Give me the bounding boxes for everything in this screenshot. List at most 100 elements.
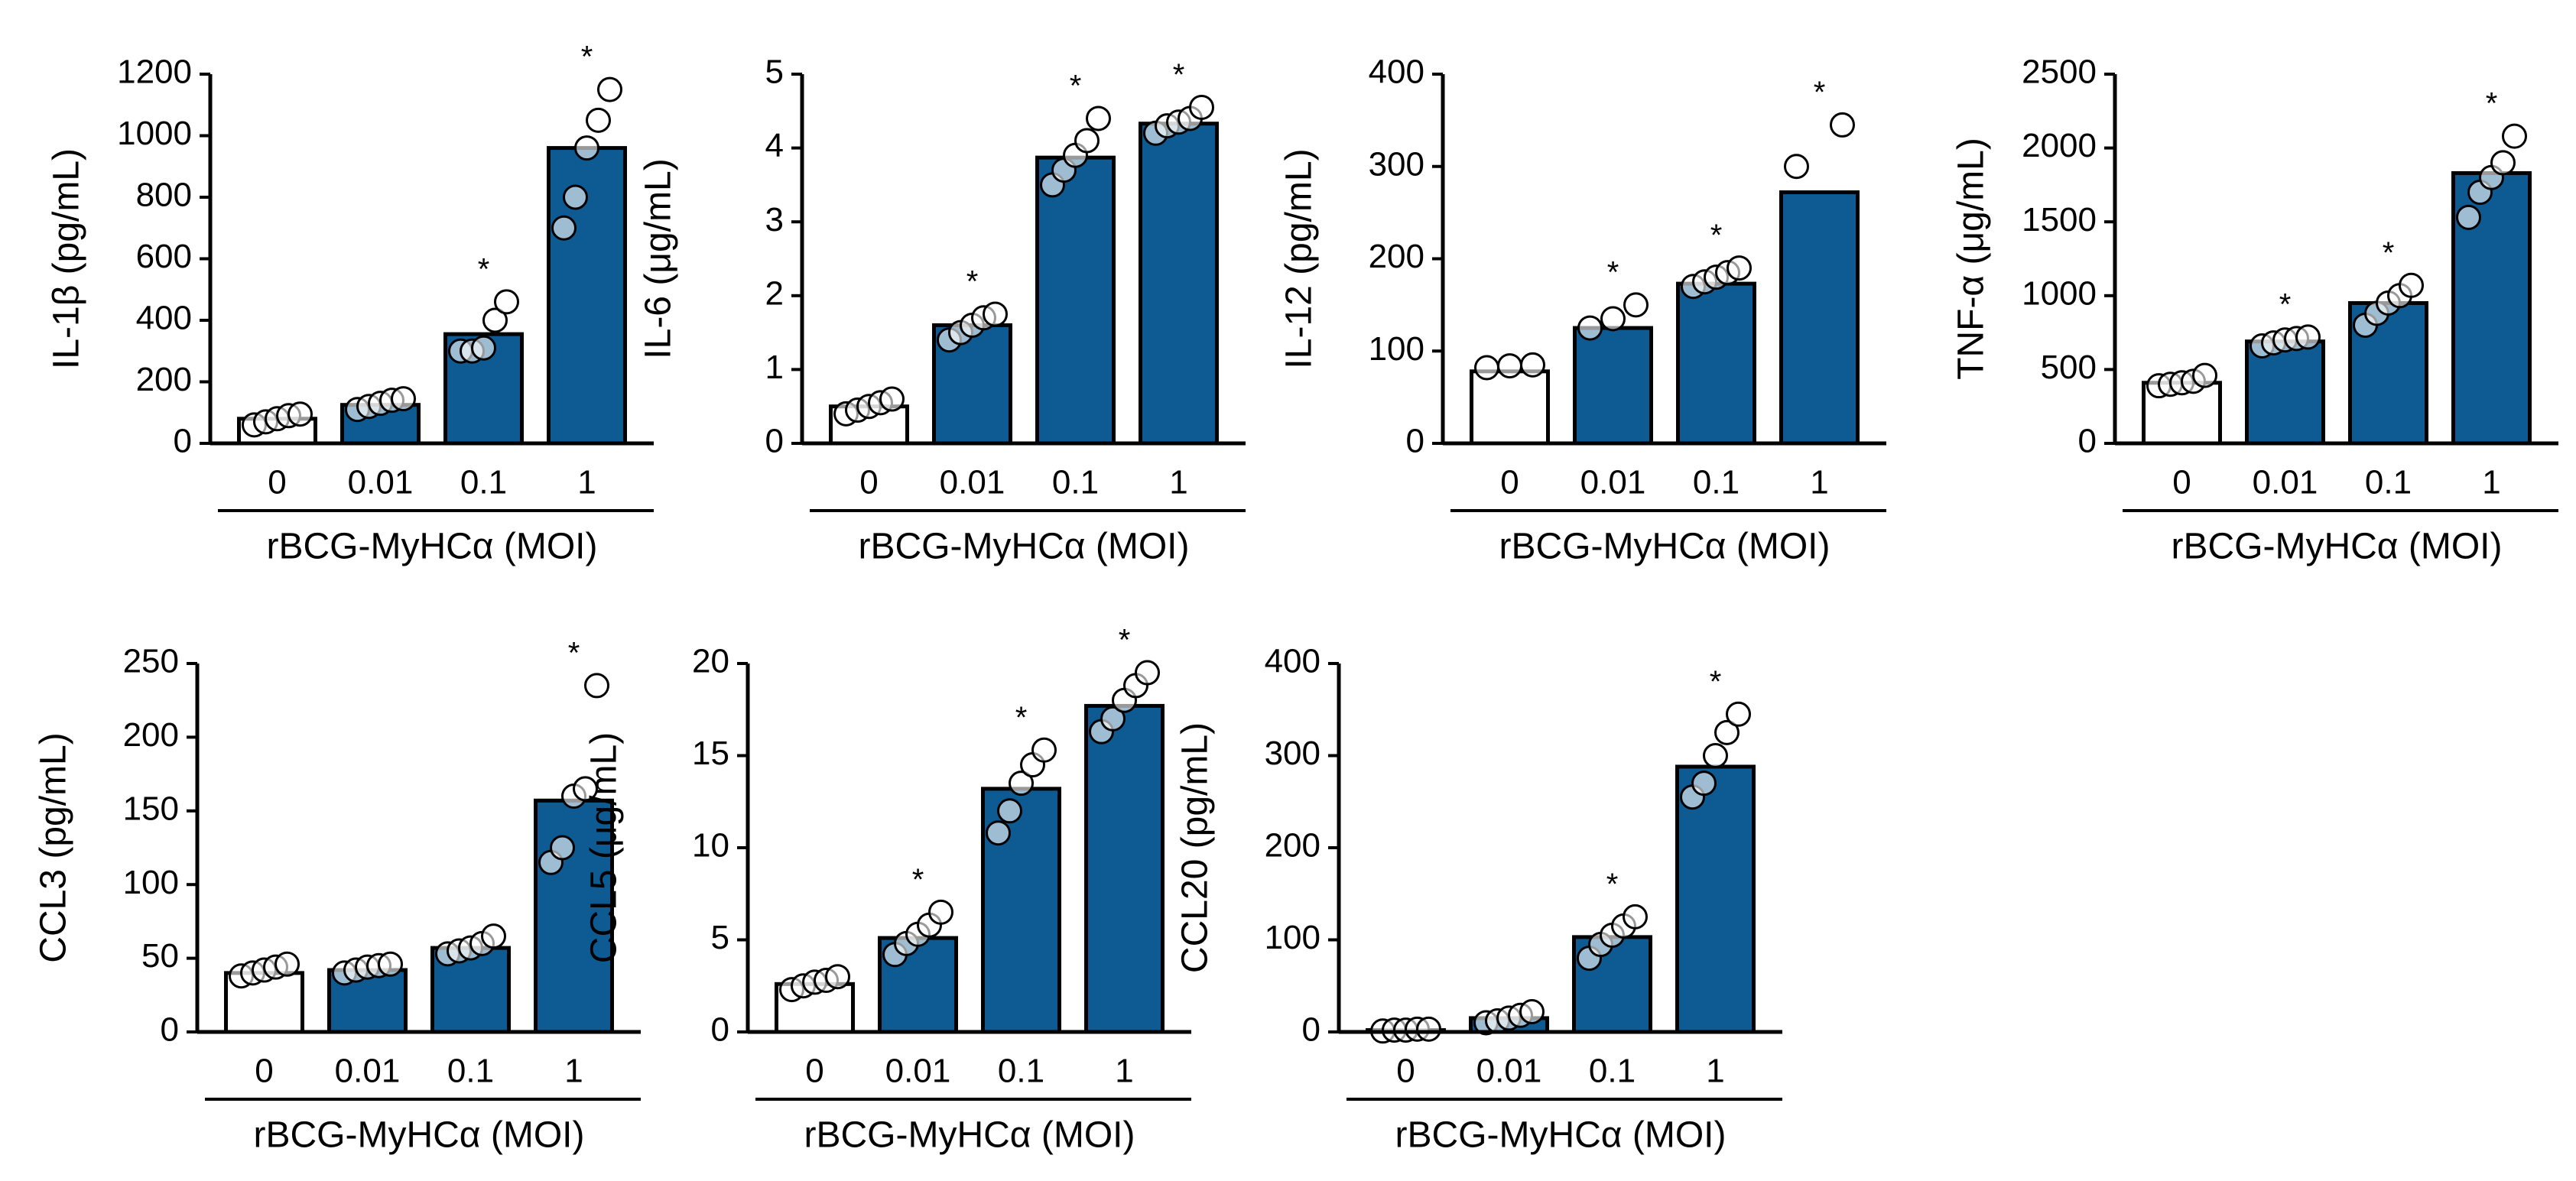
y-tick-label: 200 xyxy=(1369,238,1424,275)
significance-star: * xyxy=(1015,701,1028,735)
bar xyxy=(1470,369,1550,446)
x-tick-label: 0.1 xyxy=(2365,464,2412,501)
y-tick-label: 0 xyxy=(711,1011,729,1049)
bar xyxy=(534,798,614,1034)
data-point xyxy=(1497,353,1522,379)
x-tick-label: 1 xyxy=(1115,1053,1133,1090)
y-tick-label: 200 xyxy=(1265,827,1320,865)
bar xyxy=(1084,703,1165,1034)
x-tick-label: 0.1 xyxy=(1589,1053,1636,1090)
data-point xyxy=(481,923,506,949)
x-tick-label: 0.1 xyxy=(998,1053,1044,1090)
y-tick-label: 150 xyxy=(123,790,179,827)
x-tick-label: 1 xyxy=(564,1053,583,1090)
y-tick-label: 400 xyxy=(136,300,192,337)
data-point xyxy=(574,135,599,161)
significance-star: * xyxy=(1607,255,1619,289)
y-tick-label: 1000 xyxy=(2022,274,2097,312)
x-tick-label: 0.01 xyxy=(335,1053,401,1090)
significance-star: * xyxy=(581,41,593,74)
significance-star: * xyxy=(1119,624,1131,657)
y-tick-label: 200 xyxy=(123,716,179,754)
x-axis-label: rBCG-MyHCα (MOI) xyxy=(2171,527,2502,567)
data-point xyxy=(563,184,588,210)
data-point xyxy=(1416,1016,1441,1042)
significance-star: * xyxy=(568,636,580,670)
y-tick-label: 15 xyxy=(692,735,729,772)
y-tick-label: 100 xyxy=(1265,919,1320,956)
x-axis-label: rBCG-MyHCα (MOI) xyxy=(1395,1115,1726,1156)
y-tick-label: 2000 xyxy=(2022,127,2097,164)
x-axis-label: rBCG-MyHCα (MOI) xyxy=(858,527,1189,567)
data-point xyxy=(1086,105,1111,131)
data-point xyxy=(586,107,611,133)
y-axis-label: IL-6 (μg/mL) xyxy=(638,158,679,359)
y-axis-label: CCL3 (pg/mL) xyxy=(34,732,74,962)
y-tick-label: 1200 xyxy=(117,54,192,91)
data-point xyxy=(1726,701,1751,727)
data-point xyxy=(1520,352,1545,378)
x-axis-label: rBCG-MyHCα (MOI) xyxy=(266,527,597,567)
y-tick-label: 1 xyxy=(765,349,784,386)
y-axis-label: TNF-α (μg/mL) xyxy=(1951,138,1992,380)
data-point xyxy=(1474,355,1499,381)
y-tick-label: 100 xyxy=(123,864,179,901)
x-tick-label: 0.1 xyxy=(447,1053,494,1090)
significance-star: * xyxy=(2486,87,2498,121)
y-axis-label: IL-12 (pg/mL) xyxy=(1279,148,1320,368)
x-tick-label: 0 xyxy=(805,1053,823,1090)
x-tick-label: 0.1 xyxy=(460,464,507,501)
data-point xyxy=(494,289,519,315)
significance-star: * xyxy=(1173,58,1185,92)
y-tick-label: 400 xyxy=(1369,54,1424,91)
y-tick-label: 100 xyxy=(1369,330,1424,368)
data-point xyxy=(1600,306,1626,332)
data-point xyxy=(928,899,953,925)
x-axis-label: rBCG-MyHCα (MOI) xyxy=(1499,527,1830,567)
y-tick-label: 200 xyxy=(136,361,192,398)
significance-star: * xyxy=(2383,236,2395,270)
y-tick-label: 0 xyxy=(1406,423,1424,460)
data-point xyxy=(1074,128,1100,154)
x-tick-label: 0 xyxy=(268,464,286,501)
y-tick-label: 20 xyxy=(692,643,729,680)
data-point xyxy=(1009,771,1034,797)
data-point xyxy=(1623,292,1649,318)
data-point xyxy=(1727,255,1752,281)
y-tick-label: 1500 xyxy=(2022,201,2097,238)
significance-star: * xyxy=(1710,219,1723,252)
significance-star: * xyxy=(912,863,924,897)
significance-star: * xyxy=(1710,665,1722,699)
data-point xyxy=(2192,362,2217,388)
data-point xyxy=(879,386,905,412)
data-point xyxy=(1577,315,1603,341)
y-tick-label: 250 xyxy=(123,643,179,680)
x-tick-label: 0.1 xyxy=(1052,464,1099,501)
data-point xyxy=(2502,123,2527,149)
y-tick-label: 400 xyxy=(1265,643,1320,680)
x-tick-label: 0 xyxy=(1396,1053,1415,1090)
data-point xyxy=(584,673,609,699)
y-tick-label: 500 xyxy=(2041,349,2097,386)
data-point xyxy=(983,301,1008,327)
data-point xyxy=(573,776,598,802)
y-tick-label: 0 xyxy=(161,1011,179,1049)
data-point xyxy=(986,820,1011,846)
x-tick-label: 1 xyxy=(2482,464,2500,501)
data-point xyxy=(1714,719,1740,745)
y-tick-label: 5 xyxy=(711,919,729,956)
x-tick-label: 0.01 xyxy=(2253,464,2318,501)
y-tick-label: 0 xyxy=(1302,1011,1320,1049)
data-point xyxy=(274,951,300,977)
data-point xyxy=(2456,204,2481,230)
data-point xyxy=(1830,112,1855,138)
y-tick-label: 4 xyxy=(765,127,784,164)
data-point xyxy=(1519,998,1545,1024)
y-tick-label: 0 xyxy=(765,423,784,460)
data-point xyxy=(597,76,622,102)
data-point xyxy=(550,835,575,861)
x-tick-label: 1 xyxy=(1169,464,1187,501)
y-tick-label: 50 xyxy=(141,937,179,975)
data-point xyxy=(391,386,416,412)
